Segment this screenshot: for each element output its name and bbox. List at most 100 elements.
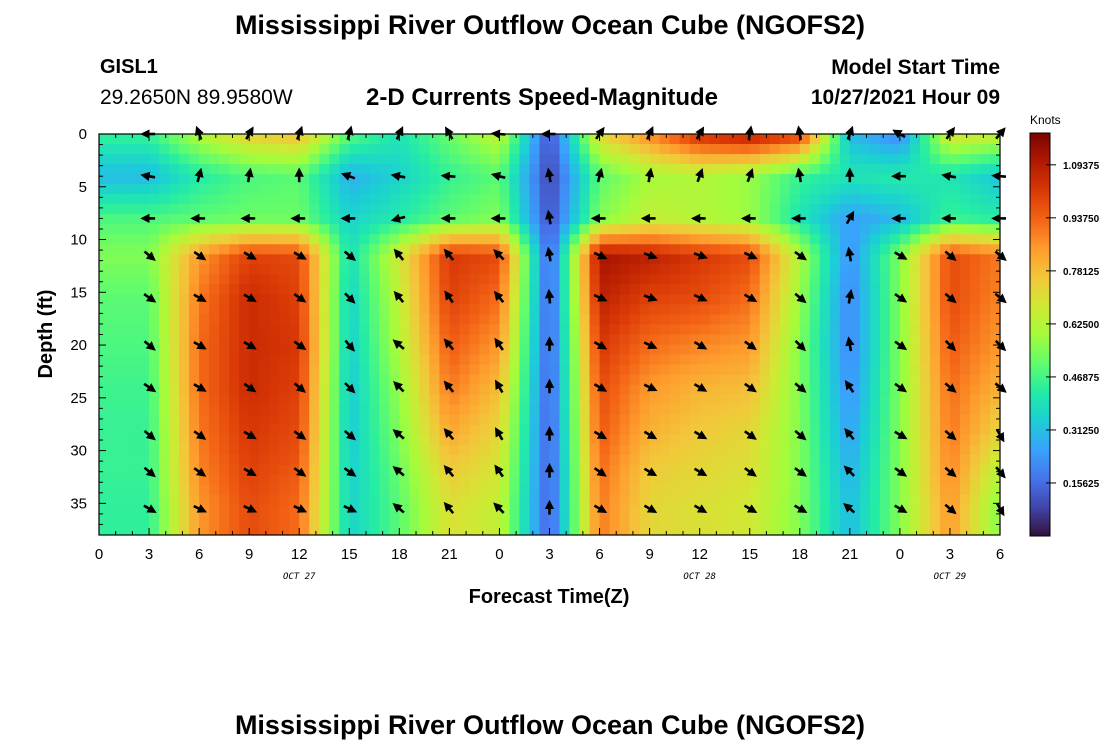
heatmap-cell xyxy=(809,444,821,456)
heatmap-cell xyxy=(699,374,711,386)
heatmap-cell xyxy=(409,134,420,145)
heatmap-cell xyxy=(159,274,170,285)
heatmap-cell xyxy=(559,364,571,376)
heatmap-cell xyxy=(609,454,621,466)
heatmap-cell xyxy=(119,154,130,165)
heatmap-cell xyxy=(739,414,751,426)
heatmap-cell xyxy=(719,474,731,486)
heatmap-cell xyxy=(739,454,751,466)
heatmap-cell xyxy=(679,214,691,225)
heatmap-cell xyxy=(899,394,911,406)
current-vector-arrow xyxy=(343,429,357,441)
heatmap-cell xyxy=(669,394,681,406)
heatmap-cell xyxy=(619,334,631,346)
heatmap-cell xyxy=(369,294,380,306)
heatmap-cell xyxy=(379,354,390,366)
heatmap-cell xyxy=(589,434,601,446)
heatmap-cell xyxy=(309,454,320,466)
heatmap-cell xyxy=(309,324,320,336)
heatmap-cell xyxy=(889,314,901,326)
heatmap-cell xyxy=(569,374,581,386)
heatmap-cell xyxy=(699,524,711,535)
heatmap-cell xyxy=(549,394,561,406)
current-vector-arrow xyxy=(693,382,708,392)
heatmap-cell xyxy=(389,444,400,456)
heatmap-cell xyxy=(259,254,270,265)
heatmap-cell xyxy=(519,194,531,205)
heatmap-cell xyxy=(969,334,981,346)
heatmap-cell xyxy=(179,384,190,396)
heatmap-cell xyxy=(489,284,501,296)
heatmap-cell xyxy=(799,234,811,245)
heatmap-cell xyxy=(319,334,330,346)
heatmap-cell xyxy=(419,314,430,326)
heatmap-cell xyxy=(669,474,681,486)
heatmap-cell xyxy=(719,374,731,386)
heatmap-cell xyxy=(119,214,130,225)
heatmap-cell xyxy=(99,464,110,476)
heatmap-cell xyxy=(559,214,571,225)
heatmap-cell xyxy=(919,294,931,306)
chart-title: Mississippi River Outflow Ocean Cube (NG… xyxy=(234,10,866,40)
heatmap-cell xyxy=(989,314,1000,326)
heatmap-cell xyxy=(239,234,250,245)
heatmap-cell xyxy=(709,214,721,225)
heatmap-cell xyxy=(159,494,170,506)
heatmap-cell xyxy=(969,364,981,376)
heatmap-cell xyxy=(899,354,911,366)
heatmap-cell xyxy=(949,334,961,346)
heatmap-cell xyxy=(989,424,1000,436)
heatmap-cell xyxy=(459,284,471,296)
heatmap-cell xyxy=(909,314,921,326)
heatmap-cell xyxy=(319,264,330,275)
current-vector-arrow xyxy=(793,504,808,514)
heatmap-cell xyxy=(359,514,370,526)
heatmap-cell xyxy=(459,434,471,446)
heatmap-cell xyxy=(759,434,771,446)
heatmap-cell xyxy=(889,404,901,416)
colorbar: Knots 0.156250.312500.468750.625000.7812… xyxy=(1029,113,1100,537)
heatmap-cell xyxy=(389,394,400,406)
heatmap-cell xyxy=(599,244,611,255)
heatmap-cell xyxy=(419,364,430,376)
heatmap-cell xyxy=(159,364,170,376)
heatmap-cell xyxy=(819,454,831,466)
heatmap-cell xyxy=(379,294,390,306)
heatmap-cell xyxy=(859,394,871,406)
current-vector-arrow xyxy=(143,466,156,478)
heatmap-cell xyxy=(499,354,511,366)
heatmap-cell xyxy=(739,354,751,366)
heatmap-cell xyxy=(849,164,861,175)
heatmap-cell xyxy=(359,244,370,255)
heatmap-cell xyxy=(859,514,871,526)
heatmap-cell xyxy=(479,284,491,296)
heatmap-cell xyxy=(149,334,160,346)
heatmap-cell xyxy=(369,164,380,175)
heatmap-cell xyxy=(479,374,491,386)
heatmap-cell xyxy=(289,144,300,155)
heatmap-cell xyxy=(709,394,721,406)
heatmap-cell xyxy=(909,344,921,356)
x-tick-label: 6 xyxy=(595,546,603,563)
heatmap-cell xyxy=(109,464,120,476)
heatmap-cell xyxy=(779,244,791,255)
heatmap-cell xyxy=(889,294,901,306)
heatmap-cell xyxy=(299,184,310,195)
heatmap-cell xyxy=(919,504,931,516)
heatmap-cell xyxy=(909,504,921,516)
heatmap-cell xyxy=(479,244,491,255)
heatmap-cell xyxy=(759,464,771,476)
heatmap-cell xyxy=(399,464,410,476)
heatmap-cell xyxy=(569,284,581,296)
heatmap-cell xyxy=(919,214,931,225)
heatmap-cell xyxy=(699,284,711,296)
heatmap-cell xyxy=(679,304,691,316)
heatmap-cell xyxy=(409,504,420,516)
heatmap-cell xyxy=(509,364,521,376)
heatmap-cell xyxy=(959,244,971,255)
heatmap-cell xyxy=(269,274,280,285)
heatmap-cell xyxy=(729,334,741,346)
heatmap-cell xyxy=(569,494,581,506)
heatmap-cell xyxy=(769,494,781,506)
heatmap-cell xyxy=(289,164,300,175)
